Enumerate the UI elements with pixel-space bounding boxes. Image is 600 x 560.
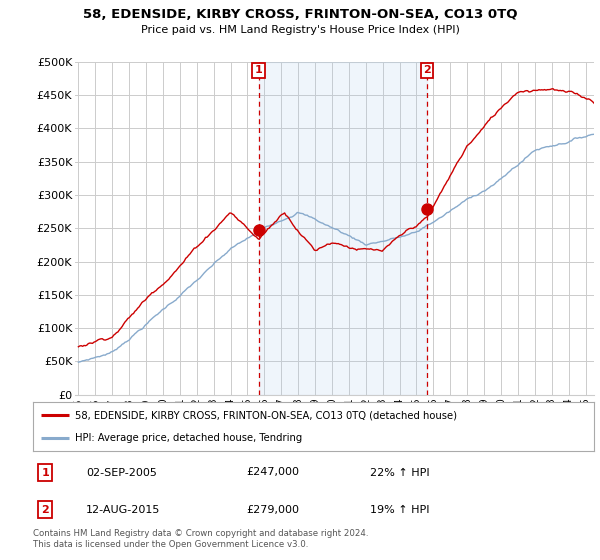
Text: 2: 2 <box>423 66 431 75</box>
Text: 1: 1 <box>255 66 263 75</box>
Text: HPI: Average price, detached house, Tendring: HPI: Average price, detached house, Tend… <box>75 433 302 444</box>
Text: £247,000: £247,000 <box>246 468 299 478</box>
Text: 02-SEP-2005: 02-SEP-2005 <box>86 468 157 478</box>
Text: Price paid vs. HM Land Registry's House Price Index (HPI): Price paid vs. HM Land Registry's House … <box>140 25 460 35</box>
Text: 1: 1 <box>41 468 49 478</box>
Text: 58, EDENSIDE, KIRBY CROSS, FRINTON-ON-SEA, CO13 0TQ (detached house): 58, EDENSIDE, KIRBY CROSS, FRINTON-ON-SE… <box>75 410 457 421</box>
Text: 19% ↑ HPI: 19% ↑ HPI <box>370 505 429 515</box>
Text: 12-AUG-2015: 12-AUG-2015 <box>86 505 161 515</box>
Text: Contains HM Land Registry data © Crown copyright and database right 2024.
This d: Contains HM Land Registry data © Crown c… <box>33 529 368 549</box>
Text: 2: 2 <box>41 505 49 515</box>
Text: 22% ↑ HPI: 22% ↑ HPI <box>370 468 429 478</box>
Text: 58, EDENSIDE, KIRBY CROSS, FRINTON-ON-SEA, CO13 0TQ: 58, EDENSIDE, KIRBY CROSS, FRINTON-ON-SE… <box>83 8 517 21</box>
Bar <box>259 62 427 395</box>
Text: £279,000: £279,000 <box>246 505 299 515</box>
